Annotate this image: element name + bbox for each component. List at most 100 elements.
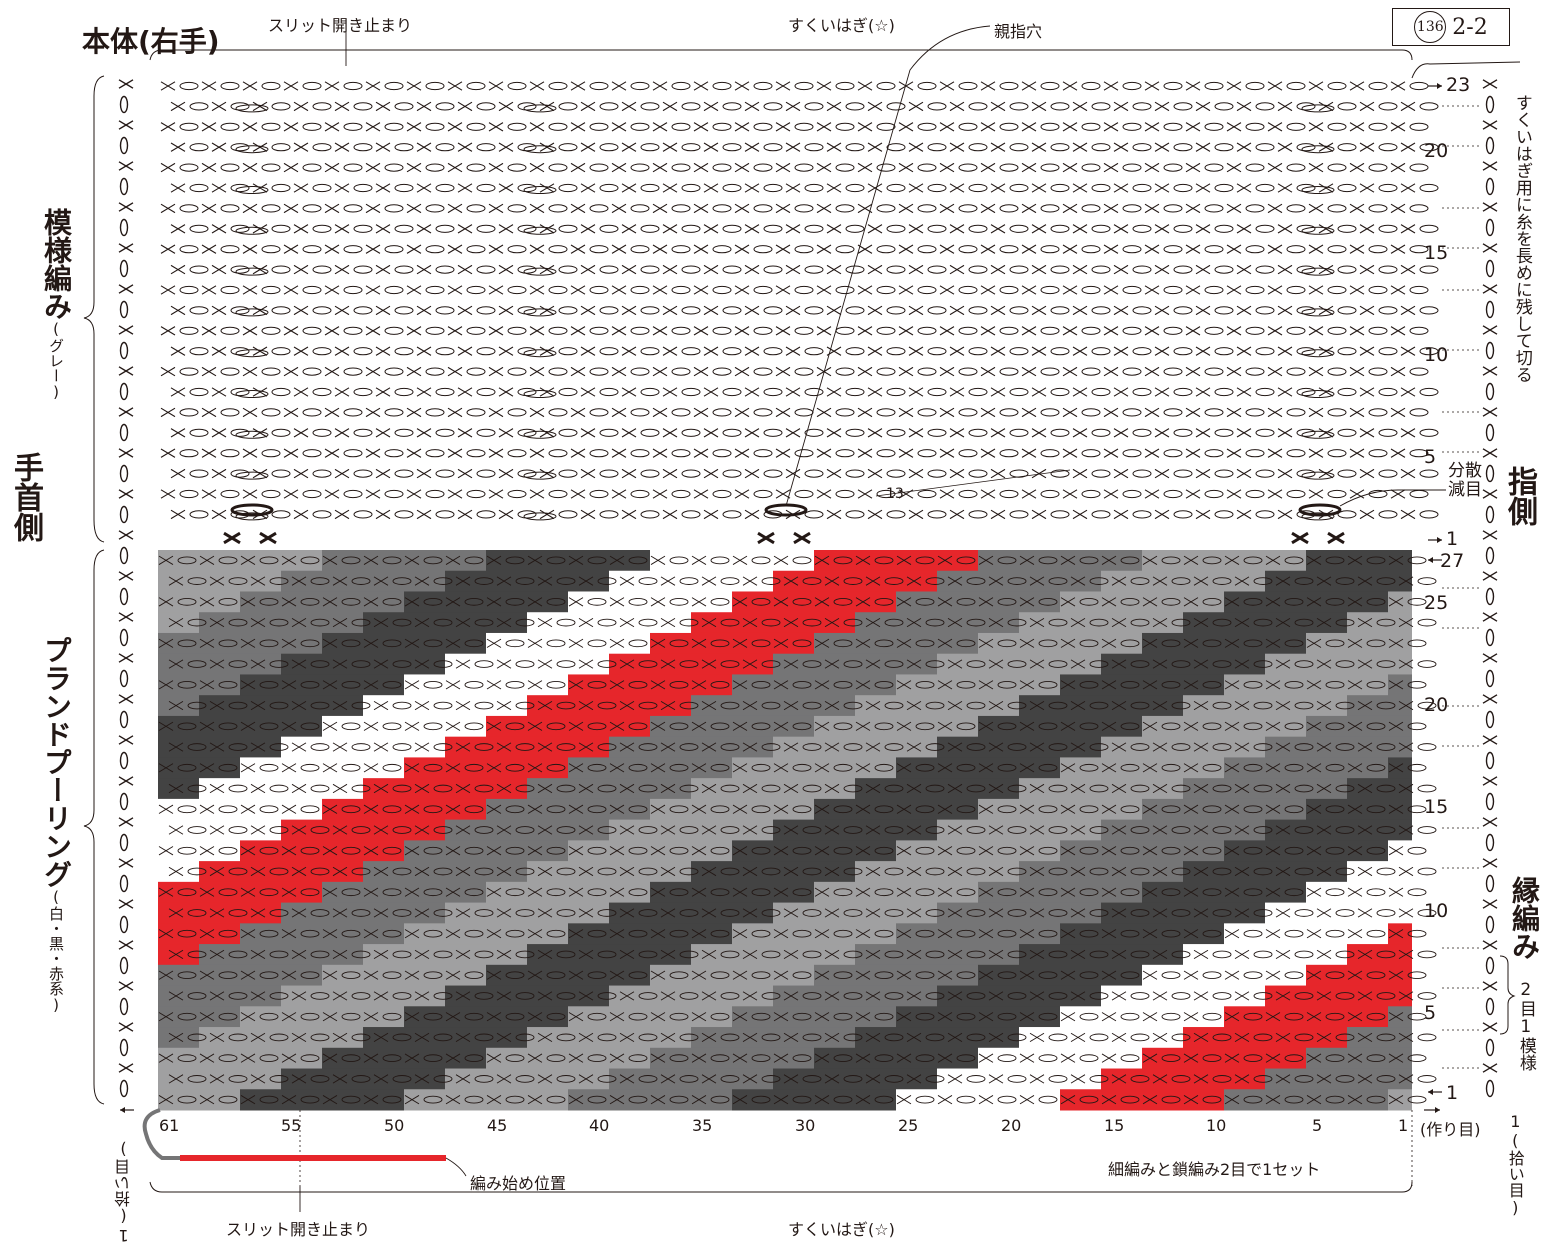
chain-symbol	[751, 846, 771, 855]
chain-symbol	[1212, 950, 1232, 959]
edge-chain	[1485, 956, 1495, 975]
chain-symbol	[1409, 367, 1429, 376]
single-crochet-symbol	[414, 742, 430, 752]
chain-symbol	[343, 326, 363, 335]
single-crochet-symbol	[570, 366, 586, 377]
chain-symbol	[505, 680, 525, 689]
single-crochet-symbol	[744, 346, 760, 356]
single-crochet-symbol	[457, 428, 473, 438]
chain-symbol	[394, 347, 414, 356]
chain-symbol	[1163, 122, 1183, 131]
chain-symbol	[1214, 265, 1234, 274]
chain-symbol	[1048, 743, 1068, 751]
single-crochet-symbol	[775, 81, 791, 91]
single-crochet-symbol	[1072, 183, 1088, 193]
single-crochet-symbol	[252, 264, 268, 275]
single-crochet-symbol	[1101, 929, 1117, 939]
single-crochet-symbol	[1236, 468, 1252, 479]
chain-symbol	[1050, 428, 1070, 437]
single-crochet-symbol	[1070, 783, 1086, 794]
chain-symbol	[179, 367, 199, 376]
single-crochet-symbol	[527, 1053, 543, 1063]
chain-symbol	[597, 867, 617, 876]
single-crochet-symbol	[1144, 285, 1160, 295]
chain-symbol	[220, 204, 240, 213]
single-crochet-symbol	[939, 203, 955, 214]
chain-symbol	[382, 722, 402, 731]
chain-symbol	[835, 204, 855, 213]
single-crochet-symbol	[1267, 122, 1283, 132]
single-crochet-symbol	[693, 489, 709, 499]
chain-symbol	[671, 408, 691, 417]
single-crochet-symbol	[865, 949, 881, 960]
single-crochet-symbol	[1031, 346, 1047, 356]
chain-symbol	[671, 163, 691, 172]
chain-symbol	[966, 867, 986, 876]
color-run	[1388, 1006, 1412, 1028]
chain-symbol	[466, 81, 486, 91]
chain-symbol	[1294, 867, 1314, 876]
single-crochet-symbol	[527, 846, 543, 856]
single-crochet-symbol	[867, 142, 883, 152]
chain-symbol	[876, 449, 896, 458]
chain-symbol	[548, 163, 568, 172]
chain-symbol	[1009, 347, 1029, 356]
chain-symbol	[392, 867, 412, 876]
chain-symbol	[218, 971, 238, 980]
single-crochet-symbol	[242, 489, 258, 499]
single-crochet-symbol	[1060, 887, 1076, 897]
single-crochet-symbol	[240, 555, 256, 565]
chain-symbol	[1120, 929, 1140, 938]
chain-symbol	[351, 784, 371, 793]
color-run	[281, 902, 445, 924]
single-crochet-symbol	[322, 638, 338, 648]
chain-symbol	[751, 722, 771, 731]
chain-symbol	[1253, 826, 1273, 834]
color-run	[363, 861, 527, 883]
chain-symbol	[710, 971, 730, 980]
single-crochet-symbol	[865, 700, 881, 711]
chain-symbol	[218, 598, 238, 606]
single-crochet-symbol	[1224, 929, 1240, 939]
single-crochet-symbol	[1070, 949, 1086, 960]
single-crochet-symbol	[1224, 680, 1240, 690]
chain-symbol	[1007, 1033, 1027, 1042]
single-crochet-symbol	[742, 991, 758, 1001]
single-crochet-symbol	[1390, 489, 1406, 499]
chain-symbol	[1286, 122, 1306, 131]
chain-symbol	[589, 122, 609, 131]
single-crochet-symbol	[1267, 366, 1283, 377]
single-crochet-symbol	[1113, 183, 1129, 193]
single-crochet-symbol	[1019, 929, 1035, 939]
single-crochet-symbol	[734, 326, 750, 336]
chain-symbol	[1253, 1033, 1273, 1042]
chain-symbol	[1089, 992, 1109, 1000]
single-crochet-symbol	[1152, 991, 1168, 1001]
single-crochet-symbol	[334, 346, 350, 356]
chain-symbol	[804, 387, 824, 397]
chain-symbol	[681, 306, 701, 315]
chain-symbol	[763, 265, 783, 274]
single-crochet-symbol	[775, 489, 791, 499]
chain-symbol	[710, 1095, 730, 1104]
edge-chain	[119, 136, 129, 155]
single-crochet-symbol	[1306, 846, 1322, 856]
chain-symbol	[343, 408, 363, 417]
chain-symbol	[1286, 163, 1306, 172]
chain-symbol	[630, 285, 650, 295]
chain-symbol	[1130, 909, 1150, 917]
edge-chain	[119, 792, 129, 811]
chain-symbol	[1409, 81, 1429, 91]
chain-symbol	[1048, 826, 1068, 834]
chain-symbol	[1161, 1095, 1181, 1104]
single-crochet-symbol	[414, 576, 430, 586]
column-number: 10	[1206, 1116, 1227, 1135]
chain-symbol	[1007, 701, 1027, 710]
single-crochet-symbol	[324, 489, 340, 499]
chain-symbol	[187, 660, 207, 668]
color-run	[363, 695, 527, 717]
chain-symbol	[997, 680, 1017, 689]
chain-symbol	[1040, 245, 1060, 254]
single-crochet-symbol	[324, 285, 340, 295]
chain-symbol	[630, 122, 650, 131]
